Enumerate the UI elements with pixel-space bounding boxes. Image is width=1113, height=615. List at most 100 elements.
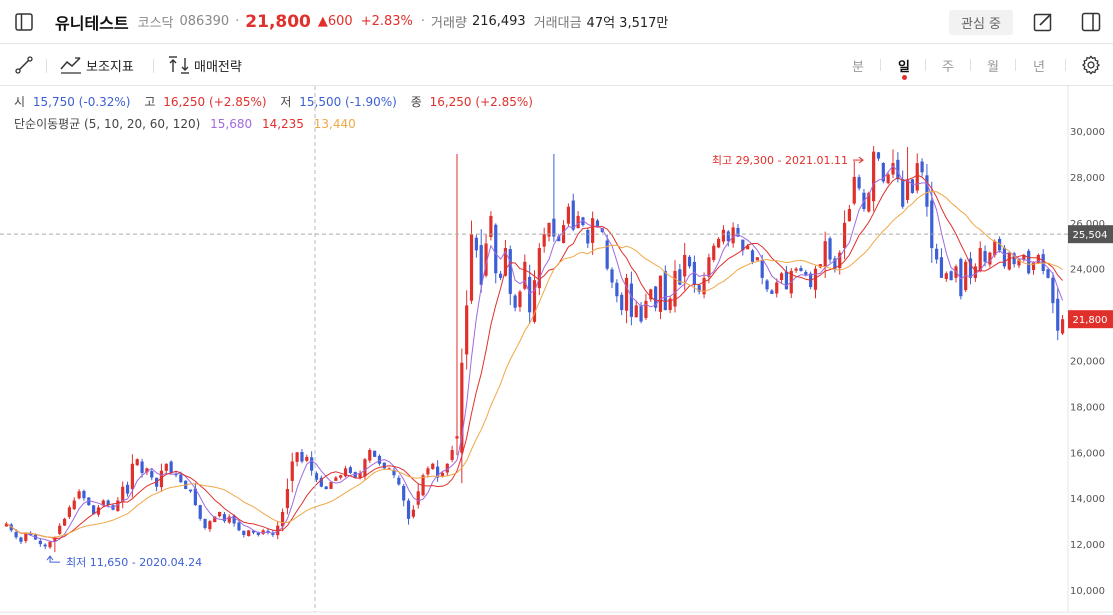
candle-body — [702, 277, 706, 295]
panel-toggle-icon[interactable] — [1081, 12, 1101, 32]
period-week[interactable]: 주 — [942, 60, 954, 75]
candle-body — [382, 462, 386, 469]
settings-gear-icon[interactable] — [1080, 54, 1102, 76]
candle-body — [770, 290, 774, 294]
candle-body — [460, 362, 464, 453]
candle-body — [426, 468, 430, 475]
ma5-line — [6, 165, 1064, 543]
buy-sell-icon — [169, 56, 189, 74]
candle-body — [135, 459, 139, 466]
candle-body — [949, 271, 953, 281]
candle-body — [644, 300, 648, 319]
candle-body — [852, 176, 856, 204]
candle-body — [116, 500, 120, 512]
candle-body — [348, 467, 352, 473]
separator-dot: · — [235, 14, 240, 29]
candlestick-chart[interactable]: 30,00028,00026,00024,00022,00020,00018,0… — [0, 86, 1113, 615]
candle-body — [387, 468, 391, 470]
candle-body — [935, 248, 939, 260]
candle-body — [765, 280, 769, 290]
candle-body — [38, 540, 42, 545]
candle-body — [523, 261, 527, 289]
candle-body — [804, 271, 808, 276]
candle-body — [300, 451, 304, 462]
candle-body — [358, 472, 362, 478]
period-month[interactable]: 월 — [987, 60, 999, 75]
draw-tool-button[interactable] — [14, 55, 34, 75]
low-arrow-head — [46, 555, 54, 561]
candle-body — [842, 222, 847, 249]
candle-body — [576, 215, 580, 229]
y-tick-label: 26,000 — [1070, 219, 1105, 230]
candle-body — [159, 470, 164, 488]
high-value: 16,250 (+2.85%) — [163, 95, 267, 109]
candle-body — [121, 486, 125, 503]
candle-body — [67, 507, 72, 517]
candle-body — [494, 224, 498, 274]
market-label: 코스닥 — [137, 16, 174, 31]
candle-body — [1017, 259, 1021, 266]
y-tick-label: 18,000 — [1070, 402, 1105, 413]
close-label: 종 — [410, 95, 422, 109]
candle-body — [615, 282, 619, 297]
candle-body — [1056, 298, 1060, 331]
strategy-button[interactable]: 매매전략 — [168, 55, 242, 75]
amount-label: 거래대금 — [533, 16, 582, 31]
favorite-button[interactable]: 관심 중 — [949, 10, 1013, 35]
candle-body — [53, 537, 57, 542]
amount-value: 47억 3,517만 — [586, 16, 669, 31]
edit-icon[interactable] — [1033, 12, 1053, 32]
candle-body — [586, 229, 590, 244]
period-day[interactable]: 일 — [898, 60, 910, 75]
candle-body — [193, 488, 197, 506]
candle-body — [217, 511, 222, 517]
candle-body — [610, 269, 614, 283]
ma-info: 단순이동평균 (5, 10, 20, 60, 120) 15,680 14,23… — [14, 115, 360, 132]
candle-body — [920, 161, 924, 173]
period-year[interactable]: 년 — [1033, 60, 1045, 75]
candle-body — [983, 251, 987, 262]
candle-body — [833, 258, 837, 269]
candle-body — [324, 486, 328, 490]
candle-body — [581, 217, 585, 226]
candle-body — [227, 516, 231, 523]
candle-body — [624, 277, 629, 311]
candle-body — [557, 236, 561, 242]
candle-body — [605, 240, 609, 269]
last-price-box — [1068, 310, 1113, 329]
period-minute[interactable]: 분 — [852, 60, 864, 75]
ma10-line — [6, 174, 1063, 540]
candle-body — [978, 248, 982, 271]
low-annotation: 최저 11,650 - 2020.04.24 — [66, 556, 202, 569]
candle-body — [1012, 253, 1016, 265]
candle-body — [886, 174, 890, 184]
candle-body — [901, 179, 905, 207]
sidebar-toggle-icon[interactable] — [15, 12, 33, 31]
candle-body — [130, 463, 134, 490]
candle-body — [479, 245, 483, 285]
price-change: ▲600 — [317, 14, 353, 29]
candle-body — [77, 491, 81, 499]
candle-body — [62, 518, 67, 526]
candle-body — [828, 238, 832, 260]
candle-body — [503, 248, 508, 276]
candle-body — [799, 268, 803, 271]
candle-body — [208, 521, 212, 530]
candle-body — [910, 179, 914, 193]
candle-body — [232, 515, 236, 524]
y-tick-label: 10,000 — [1070, 586, 1105, 597]
candle-body — [87, 497, 91, 506]
candle-body — [566, 206, 571, 224]
y-tick-label: 14,000 — [1070, 494, 1105, 505]
high-arrow-head — [858, 156, 864, 164]
candle-body — [872, 151, 876, 202]
candle-body — [1046, 269, 1050, 278]
candle-body — [329, 482, 333, 489]
candle-body — [847, 209, 852, 222]
candle-body — [813, 268, 818, 290]
indicator-button[interactable]: 보조지표 — [60, 55, 134, 75]
y-tick-label: 12,000 — [1070, 540, 1105, 551]
stock-name: 유니테스트 — [55, 13, 129, 33]
candle-body — [43, 544, 47, 547]
candle-body — [402, 485, 406, 501]
